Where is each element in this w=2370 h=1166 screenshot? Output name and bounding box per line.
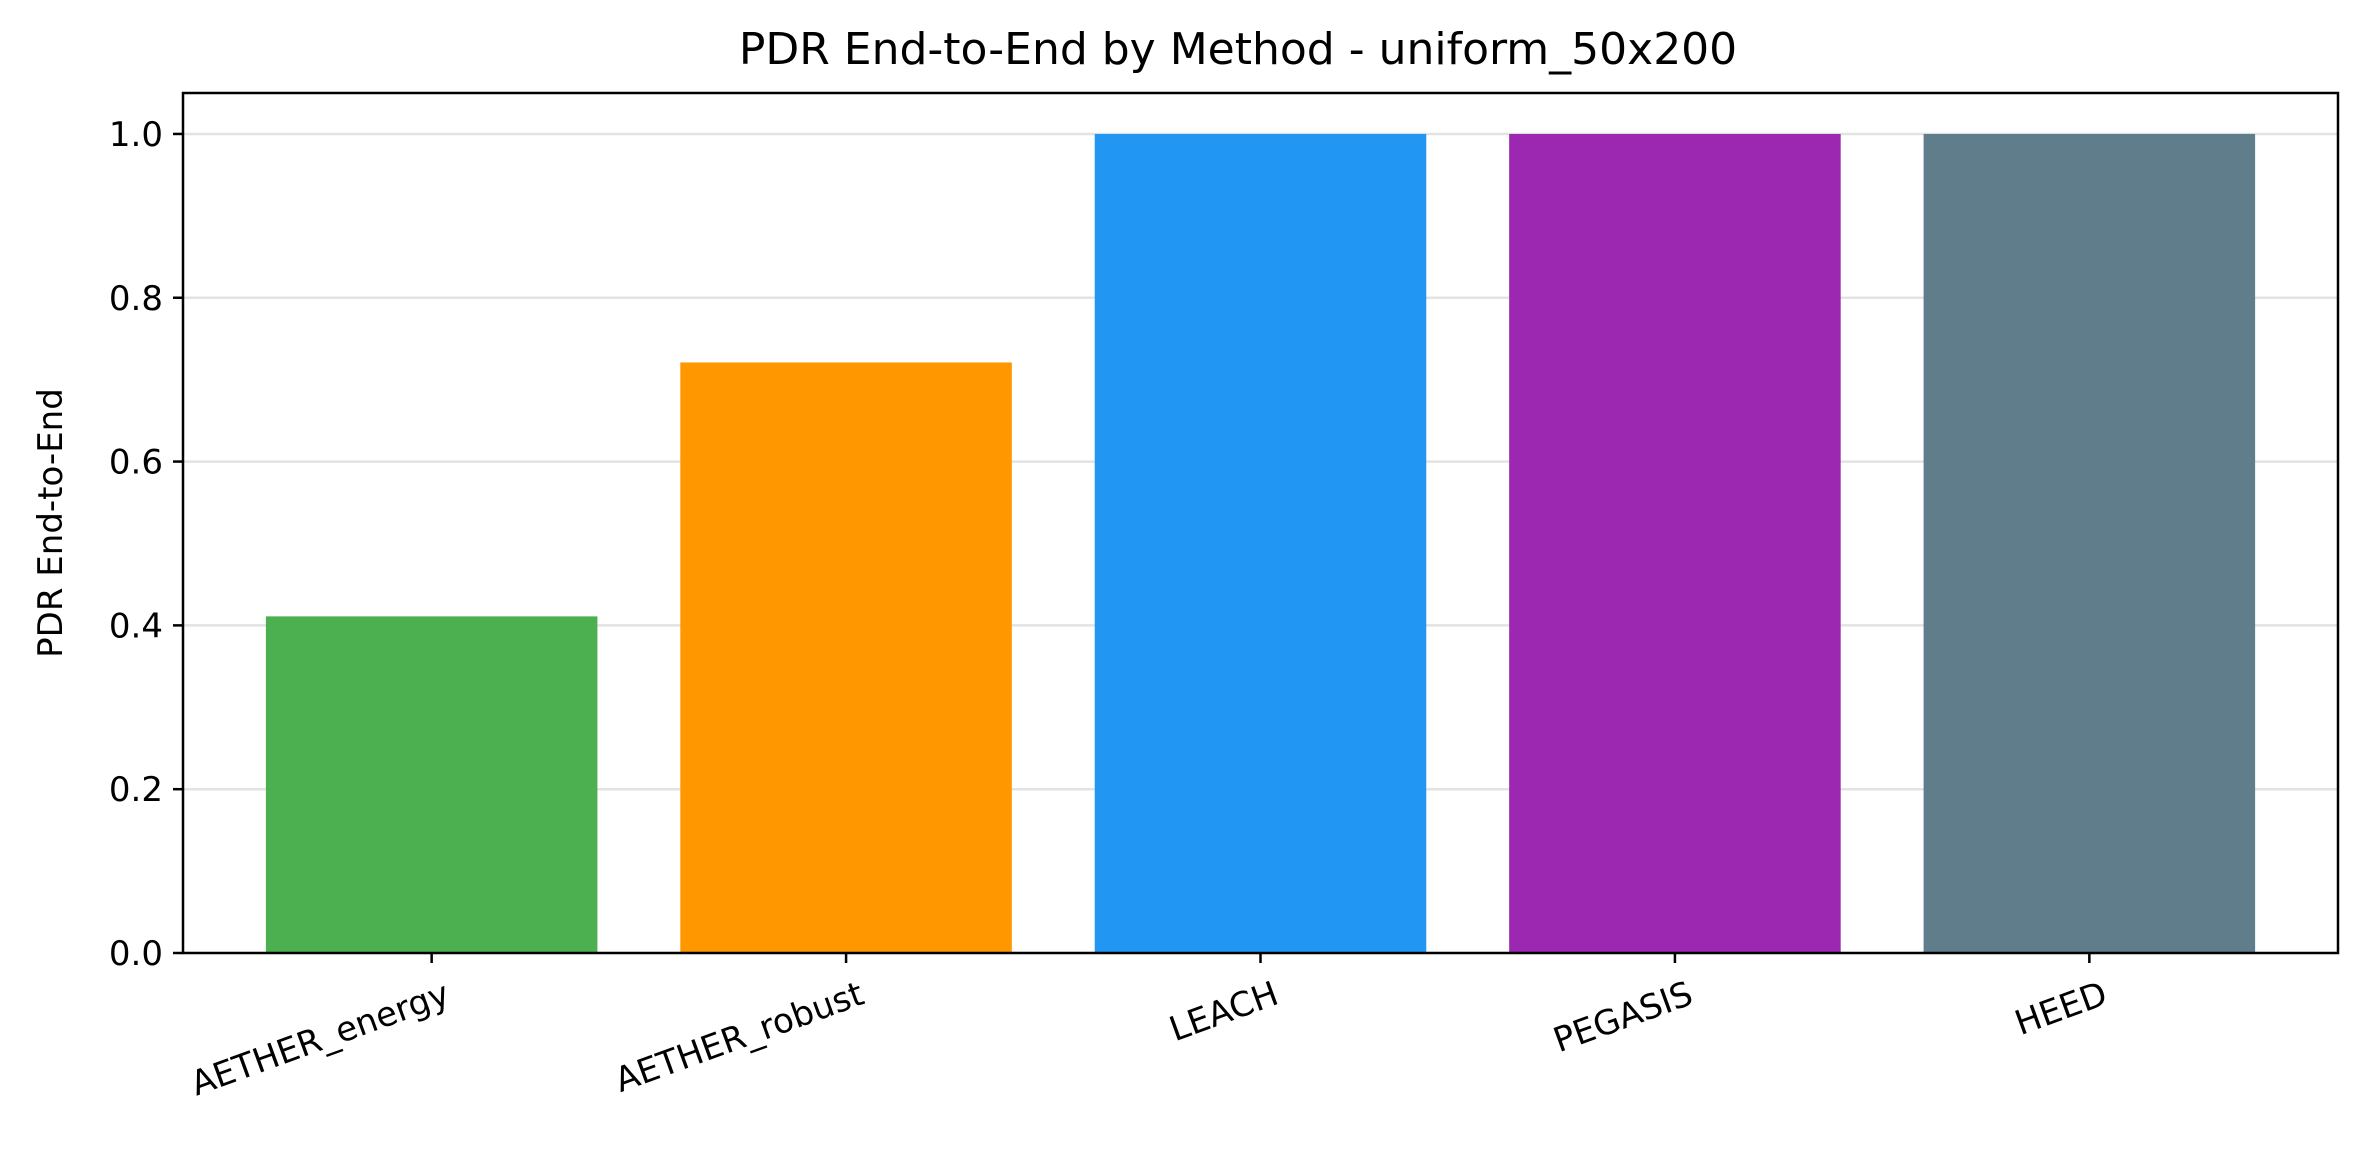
x-tick-label: AETHER_robust (610, 974, 869, 1101)
y-tick-label: 0.0 (109, 934, 163, 974)
x-tick-label: PEGASIS (1548, 974, 1698, 1061)
bar (1094, 133, 1427, 953)
y-tick-label: 0.8 (109, 279, 163, 319)
bar (1509, 133, 1841, 953)
y-tick-label: 1.0 (109, 115, 163, 155)
y-axis: 0.0 0.2 0.4 0.6 0.8 1.0 (109, 115, 183, 974)
y-tick-label: 0.6 (109, 443, 163, 483)
x-tick-label: AETHER_energy (186, 974, 455, 1104)
x-tick-label: LEACH (1164, 974, 1283, 1050)
bar (265, 616, 598, 953)
x-axis: AETHER_energy AETHER_robust LEACH PEGASIS HE… (186, 953, 2113, 1104)
y-tick-label: 0.4 (109, 606, 163, 646)
bar (680, 362, 1012, 953)
y-tick-label: 0.2 (109, 770, 163, 810)
x-tick-label: HEED (2010, 974, 2113, 1044)
bars-layer (265, 133, 2256, 953)
bar (1923, 133, 2256, 953)
chart-title: PDR End-to-End by Method - uniform_50x20… (739, 24, 1737, 75)
y-axis-label: PDR End-to-End (31, 388, 71, 658)
